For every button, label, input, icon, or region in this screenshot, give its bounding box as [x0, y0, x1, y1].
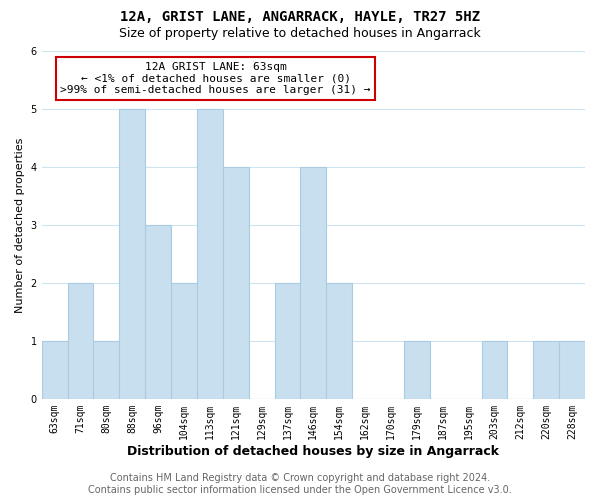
Bar [197, 110, 223, 399]
Bar [119, 110, 145, 399]
Bar [41, 341, 68, 399]
Bar [301, 168, 326, 399]
Text: Size of property relative to detached houses in Angarrack: Size of property relative to detached ho… [119, 28, 481, 40]
Bar [145, 225, 171, 399]
Y-axis label: Number of detached properties: Number of detached properties [15, 138, 25, 313]
Bar [326, 283, 352, 399]
Bar [171, 283, 197, 399]
Text: 12A, GRIST LANE, ANGARRACK, HAYLE, TR27 5HZ: 12A, GRIST LANE, ANGARRACK, HAYLE, TR27 … [120, 10, 480, 24]
X-axis label: Distribution of detached houses by size in Angarrack: Distribution of detached houses by size … [127, 444, 499, 458]
Bar [94, 341, 119, 399]
Bar [404, 341, 430, 399]
Bar [275, 283, 301, 399]
Bar [559, 341, 585, 399]
Bar [68, 283, 94, 399]
Text: 12A GRIST LANE: 63sqm
← <1% of detached houses are smaller (0)
>99% of semi-deta: 12A GRIST LANE: 63sqm ← <1% of detached … [60, 62, 371, 95]
Bar [223, 168, 248, 399]
Text: Contains HM Land Registry data © Crown copyright and database right 2024.
Contai: Contains HM Land Registry data © Crown c… [88, 474, 512, 495]
Bar [482, 341, 508, 399]
Bar [533, 341, 559, 399]
